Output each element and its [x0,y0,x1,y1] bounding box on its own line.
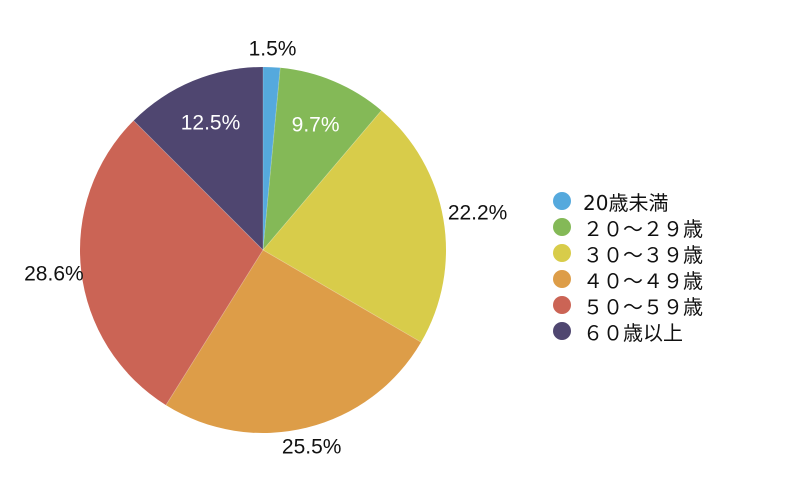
legend-label: ２０～２９歳 [583,216,703,241]
legend-item-4: ４０～４９歳 [553,266,703,293]
legend-swatch [553,322,571,340]
legend-label: ５０～５９歳 [583,294,703,319]
slice-value-label-6: 12.5% [181,112,241,135]
legend-item-5: ５０～５９歳 [553,292,703,319]
legend-item-6: ６０歳以上 [553,318,703,345]
legend-item-3: ３０～３９歳 [553,240,703,267]
slice-separator [262,249,422,343]
slice-value-label-5: 28.6% [24,262,84,285]
slice-separator [262,67,281,251]
pie-slice-1 [263,67,281,250]
pie-slice-3 [263,110,447,343]
pie-slice-4 [165,250,422,434]
slice-separator [262,110,382,251]
slice-separator [133,120,264,251]
slice-value-label-1: 1.5% [249,37,297,60]
slice-value-label-3: 22.2% [448,202,508,225]
slice-value-label-4: 25.5% [282,436,342,459]
legend-swatch [553,192,571,210]
legend-swatch [553,218,571,236]
pie-slice-5 [79,120,264,406]
legend-label: ４０～４９歳 [583,268,703,293]
legend: 20歳未満 ２０～２９歳 ３０～３９歳 ４０～４９歳 ５０～５９歳 ６０歳以上 [553,188,703,345]
legend-swatch [553,296,571,314]
legend-label: ６０歳以上 [583,320,683,345]
slice-separator [165,249,264,406]
legend-swatch [553,244,571,262]
legend-label: 20歳未満 [583,190,669,215]
legend-swatch [553,270,571,288]
slice-value-label-2: 9.7% [292,114,340,137]
legend-label: ３０～３９歳 [583,242,703,267]
legend-item-1: 20歳未満 [553,188,703,215]
pie-slice-2 [263,67,382,250]
pie-slice-6 [133,67,263,250]
legend-item-2: ２０～２９歳 [553,214,703,241]
